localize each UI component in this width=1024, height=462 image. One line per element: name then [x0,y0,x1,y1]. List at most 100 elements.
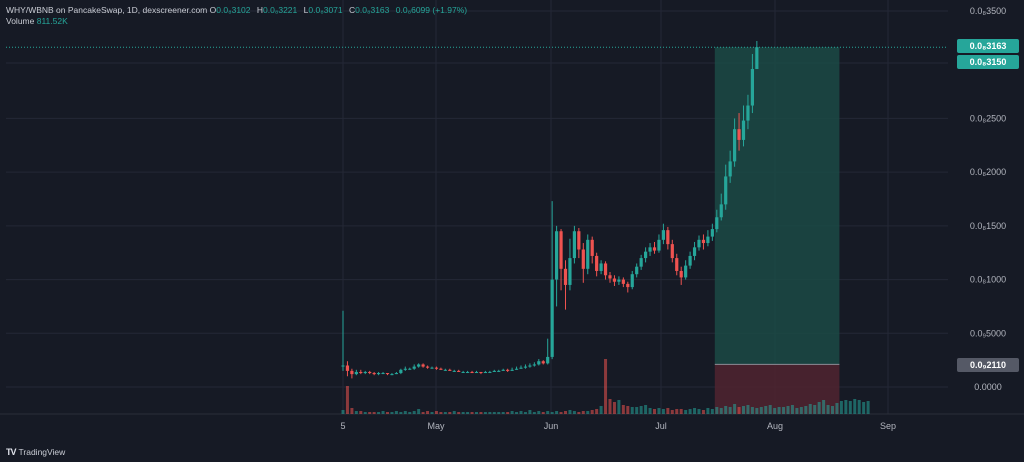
volume-bar [839,401,843,414]
candle-body [506,369,510,371]
volume-bar [577,412,581,414]
candle-body [345,365,350,371]
volume-bar [457,412,461,414]
candlestick-series [341,40,759,379]
y-tick-label: 0.0₈1500 [970,221,1006,231]
volume-bar [786,406,790,414]
candle-body [399,369,403,374]
candle-body [421,364,425,367]
volume-bar [555,411,559,414]
candle-body [657,239,661,251]
volume-bar [764,406,768,414]
candle-body [377,373,381,375]
candle-body [497,370,501,372]
volume-bar [808,404,812,414]
volume-bar [813,405,817,414]
volume-bar [675,409,679,414]
candle-body [341,365,345,367]
close-label: C [349,5,356,15]
volume-bar [470,412,474,414]
volume-bar [630,407,634,414]
price-tag-bg [957,39,1019,53]
long-position-box[interactable] [714,47,840,414]
candle-body [394,373,398,375]
volume-bar [386,412,389,414]
candle-body [381,373,385,375]
volume-bar [359,411,363,414]
candle-body [684,265,688,278]
price-tags: 0.0₈3163 0.0₈3150 0.0₉2110 [957,39,1019,372]
candle-body [679,270,683,278]
pair-title: WHY/WBNB on PancakeSwap, 1D, dexscreener… [6,5,208,15]
x-tick-label: Jul [655,421,667,431]
candle-body [608,275,612,279]
candle-body [461,371,465,373]
profit-zone [714,47,840,365]
volume-bar [777,407,781,414]
candle-body [363,371,367,374]
candle-body [559,231,563,269]
candle-body [385,373,390,375]
candle-body [715,217,719,230]
volume-bar [492,412,496,414]
volume-bar [572,411,576,414]
volume-bar [434,411,438,414]
candle-body [474,371,479,374]
candle-body [630,274,634,288]
open-value: 0.0₈3102 [216,5,251,15]
volume-bar [515,412,519,414]
candle-body [439,368,443,370]
candle-body [488,371,492,373]
candle-body [443,369,447,371]
volume-bar [412,411,416,414]
candle-body [457,370,461,372]
candle-body [728,161,732,177]
volume-bar [795,408,799,414]
volume-bar [706,408,710,414]
volume-label: Volume [6,16,35,26]
volume-bar [768,405,772,414]
candle-body [425,366,430,368]
volume-bar [644,405,648,414]
price-tag-bg [957,55,1019,69]
volume-bar [368,412,372,414]
volume-bar [528,410,532,414]
volume-bar [759,407,763,414]
volume-bar [448,412,452,414]
candle-body [412,366,416,369]
volume-bar [822,400,826,414]
volume-bar [403,411,407,414]
volume-bar [350,408,354,414]
volume-bar [697,409,701,414]
candle-body [434,367,439,369]
volume-bar [684,410,688,414]
time-axis[interactable]: 5 May Jun Jul Aug Sep [340,421,896,431]
candle-body [733,129,737,162]
volume-bar [590,410,594,414]
volume-bar [488,412,492,414]
candle-body [470,371,474,374]
tradingview-branding[interactable]: TV TradingView [6,447,65,457]
candle-body [568,258,572,285]
candle-body [537,361,541,365]
volume-bar [604,359,608,414]
volume-bar [790,405,794,414]
volume-bar [817,402,821,414]
tradingview-name: TradingView [18,447,66,457]
volume-bar [443,412,447,414]
volume-bar [581,411,585,414]
candle-body [603,263,608,276]
y-tick-label: 0.0₈1000 [970,275,1006,285]
candle-body [483,371,487,374]
high-value: 0.0₈3221 [263,5,298,15]
volume-bar [479,412,483,414]
candle-body [528,365,532,367]
volume-bar [742,406,745,414]
volume-bar [737,407,741,414]
volume-bar [475,412,478,414]
price-axis[interactable]: 0.0₈3500 0.0₈2500 0.0₈2000 0.0₈1500 0.0₈1000… [970,6,1006,392]
volume-bar [546,411,550,414]
candle-body [555,231,559,280]
candle-body [724,176,728,205]
